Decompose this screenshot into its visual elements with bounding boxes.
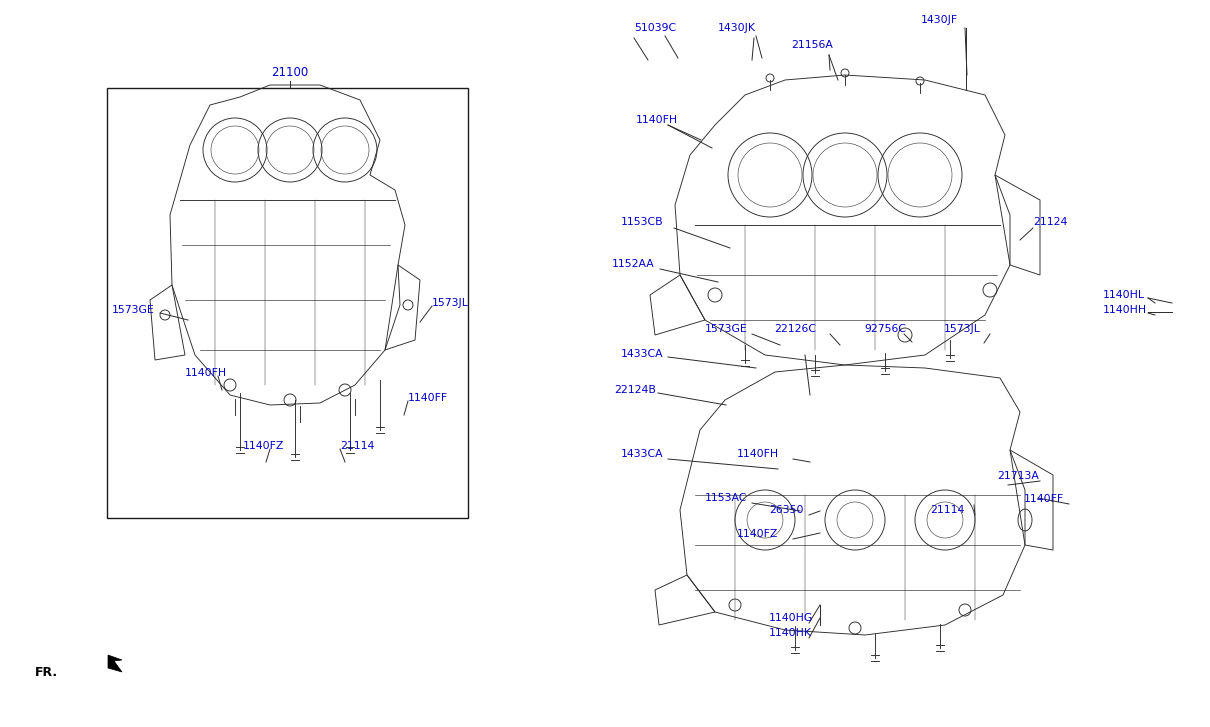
Text: 21713A: 21713A (997, 471, 1039, 481)
Text: 22126C: 22126C (774, 324, 816, 334)
Text: 1140FZ: 1140FZ (737, 529, 778, 539)
Text: 1573JL: 1573JL (944, 324, 981, 334)
Text: 92756C: 92756C (864, 324, 906, 334)
Polygon shape (108, 655, 122, 672)
Text: 26350: 26350 (770, 505, 803, 515)
Text: 1140HG: 1140HG (770, 613, 813, 623)
Text: 1430JK: 1430JK (718, 23, 756, 33)
Text: 1140FZ: 1140FZ (243, 441, 284, 451)
Text: 1433CA: 1433CA (621, 449, 663, 459)
Text: 22124B: 22124B (613, 385, 656, 395)
Text: 1573GE: 1573GE (113, 305, 155, 315)
Text: 1140FH: 1140FH (185, 368, 227, 378)
Text: 21124: 21124 (1033, 217, 1067, 227)
Text: 21156A: 21156A (791, 40, 832, 50)
Text: 1153AC: 1153AC (705, 493, 748, 503)
Text: 1140FF: 1140FF (408, 393, 448, 403)
Text: 21114: 21114 (340, 441, 374, 451)
Text: 21100: 21100 (271, 66, 309, 79)
Text: 1140FH: 1140FH (636, 115, 678, 125)
Text: 1573JL: 1573JL (432, 298, 469, 308)
Text: FR.: FR. (35, 665, 58, 678)
Text: 1152AA: 1152AA (612, 259, 655, 269)
Text: 21114: 21114 (930, 505, 964, 515)
Bar (106, 88, 468, 518)
Text: 51039C: 51039C (634, 23, 676, 33)
Text: 1433CA: 1433CA (621, 349, 663, 359)
Text: 1153CB: 1153CB (621, 217, 663, 227)
Text: 1140FF: 1140FF (1024, 494, 1064, 504)
Text: 1140HK: 1140HK (770, 628, 812, 638)
Text: 1140HL: 1140HL (1104, 290, 1145, 300)
Text: 1140FH: 1140FH (737, 449, 779, 459)
Text: 1573GE: 1573GE (705, 324, 748, 334)
Text: 1430JF: 1430JF (921, 15, 958, 25)
Text: 1140HH: 1140HH (1104, 305, 1147, 315)
